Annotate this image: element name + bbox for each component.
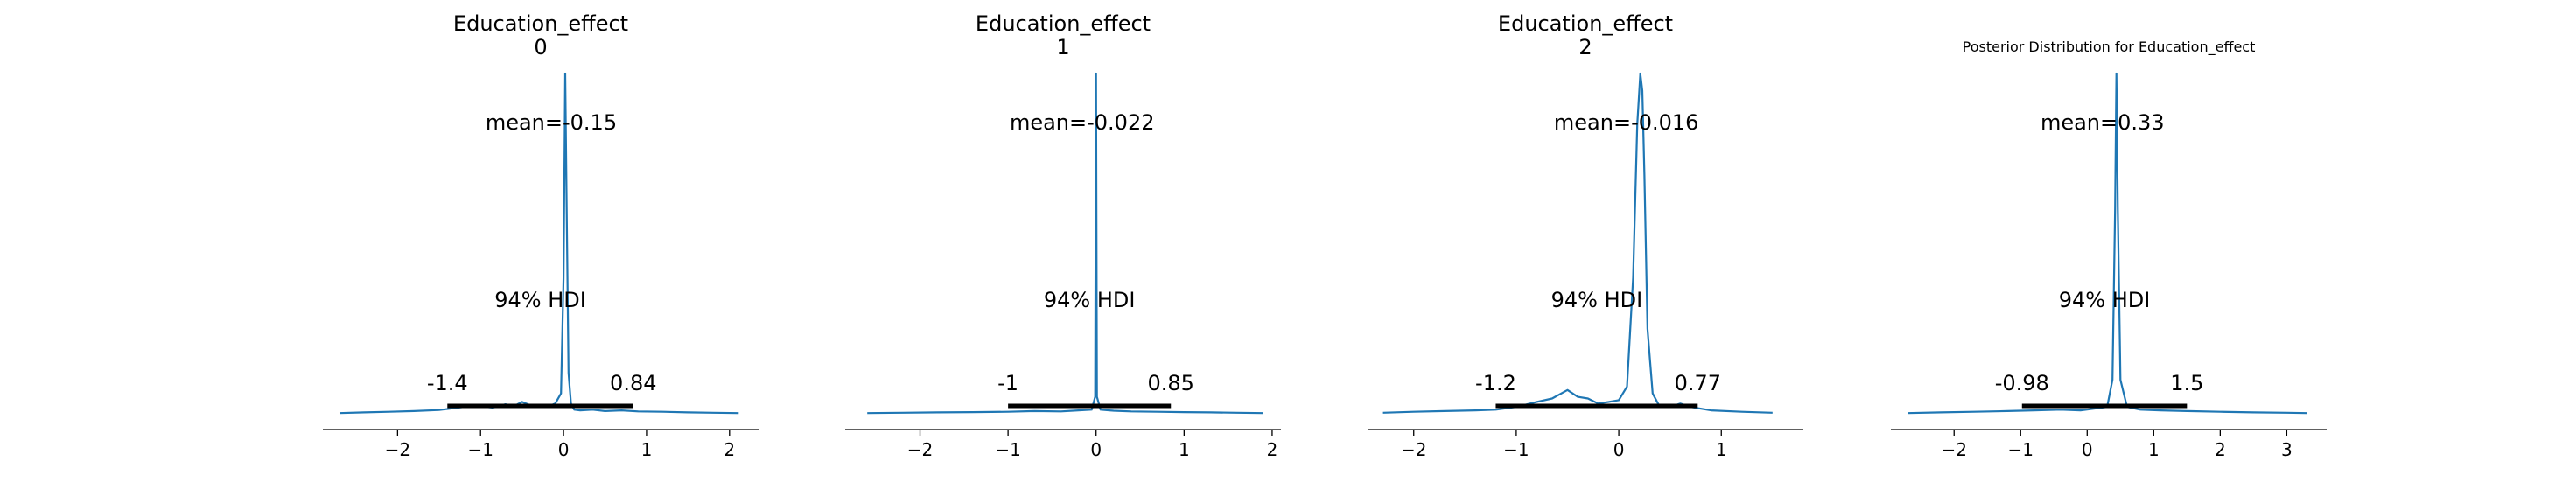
density-line <box>867 72 1264 415</box>
panel-title: Education_effect <box>976 11 1151 36</box>
x-tick-label: −2 <box>907 439 933 460</box>
panel-0: −2 −1 0 1 2 -1.4 0.84 94% HDI mean=-0.15 Educatio… <box>323 11 759 460</box>
x-tick-label: 1 <box>1716 439 1727 460</box>
x-tick-label: 0 <box>1614 439 1625 460</box>
panel-subtitle: 1 <box>1056 35 1069 60</box>
x-tick-label: −1 <box>2008 439 2034 460</box>
panel-2: −2 −1 0 1 -1.2 0.77 94% HDI mean=-0.016 Educatio… <box>1368 11 1803 460</box>
mean-label: mean=0.33 <box>2040 110 2165 135</box>
mean-label: mean=-0.022 <box>1010 110 1155 135</box>
hdi-low-label: -1.4 <box>427 371 468 396</box>
hdi-high-label: 0.85 <box>1148 371 1194 396</box>
x-tick-label: 2 <box>2215 439 2226 460</box>
hdi-high-label: 0.84 <box>610 371 656 396</box>
x-tick-label: 2 <box>724 439 735 460</box>
x-tick-label: 3 <box>2281 439 2292 460</box>
hdi-low-label: -1 <box>998 371 1018 396</box>
x-tick-label: −2 <box>1401 439 1426 460</box>
x-tick-label: −2 <box>385 439 410 460</box>
hdi-high-label: 0.77 <box>1675 371 1721 396</box>
hdi-high-label: 1.5 <box>2170 371 2203 396</box>
hdi-low-label: -0.98 <box>1995 371 2049 396</box>
x-tick-label: 2 <box>1267 439 1278 460</box>
panel-subtitle: 2 <box>1578 35 1592 60</box>
hdi-label: 94% HDI <box>494 288 586 312</box>
hdi-label: 94% HDI <box>2059 288 2151 312</box>
panel-1: −2 −1 0 1 2 -1 0.85 94% HDI mean=-0.022 Education… <box>845 11 1281 460</box>
panel-title: Education_effect <box>453 11 628 36</box>
x-tick-label: −1 <box>467 439 493 460</box>
density-line <box>1907 72 2307 415</box>
hdi-label: 94% HDI <box>1044 288 1136 312</box>
panel-3: −2 −1 0 1 2 3 -0.98 1.5 94% HDI mean=0.33 Posterio… <box>1891 38 2327 460</box>
x-tick-label: 0 <box>2082 439 2093 460</box>
x-tick-label: 1 <box>2148 439 2160 460</box>
x-tick-label: 1 <box>641 439 653 460</box>
panel-title: Education_effect <box>1498 11 1673 36</box>
x-tick-label: 1 <box>1179 439 1190 460</box>
x-tick-label: −2 <box>1941 439 1966 460</box>
hdi-low-label: -1.2 <box>1475 371 1516 396</box>
panel-subtitle: 0 <box>534 35 547 60</box>
x-tick-label: −1 <box>995 439 1020 460</box>
mean-label: mean=-0.016 <box>1554 110 1699 135</box>
x-tick-label: 0 <box>558 439 570 460</box>
x-tick-label: 0 <box>1090 439 1102 460</box>
panel-title: Posterior Distribution for Education_eff… <box>1963 38 2256 56</box>
x-tick-label: −1 <box>1503 439 1529 460</box>
hdi-label: 94% HDI <box>1551 288 1643 312</box>
mean-label: mean=-0.15 <box>486 110 617 135</box>
